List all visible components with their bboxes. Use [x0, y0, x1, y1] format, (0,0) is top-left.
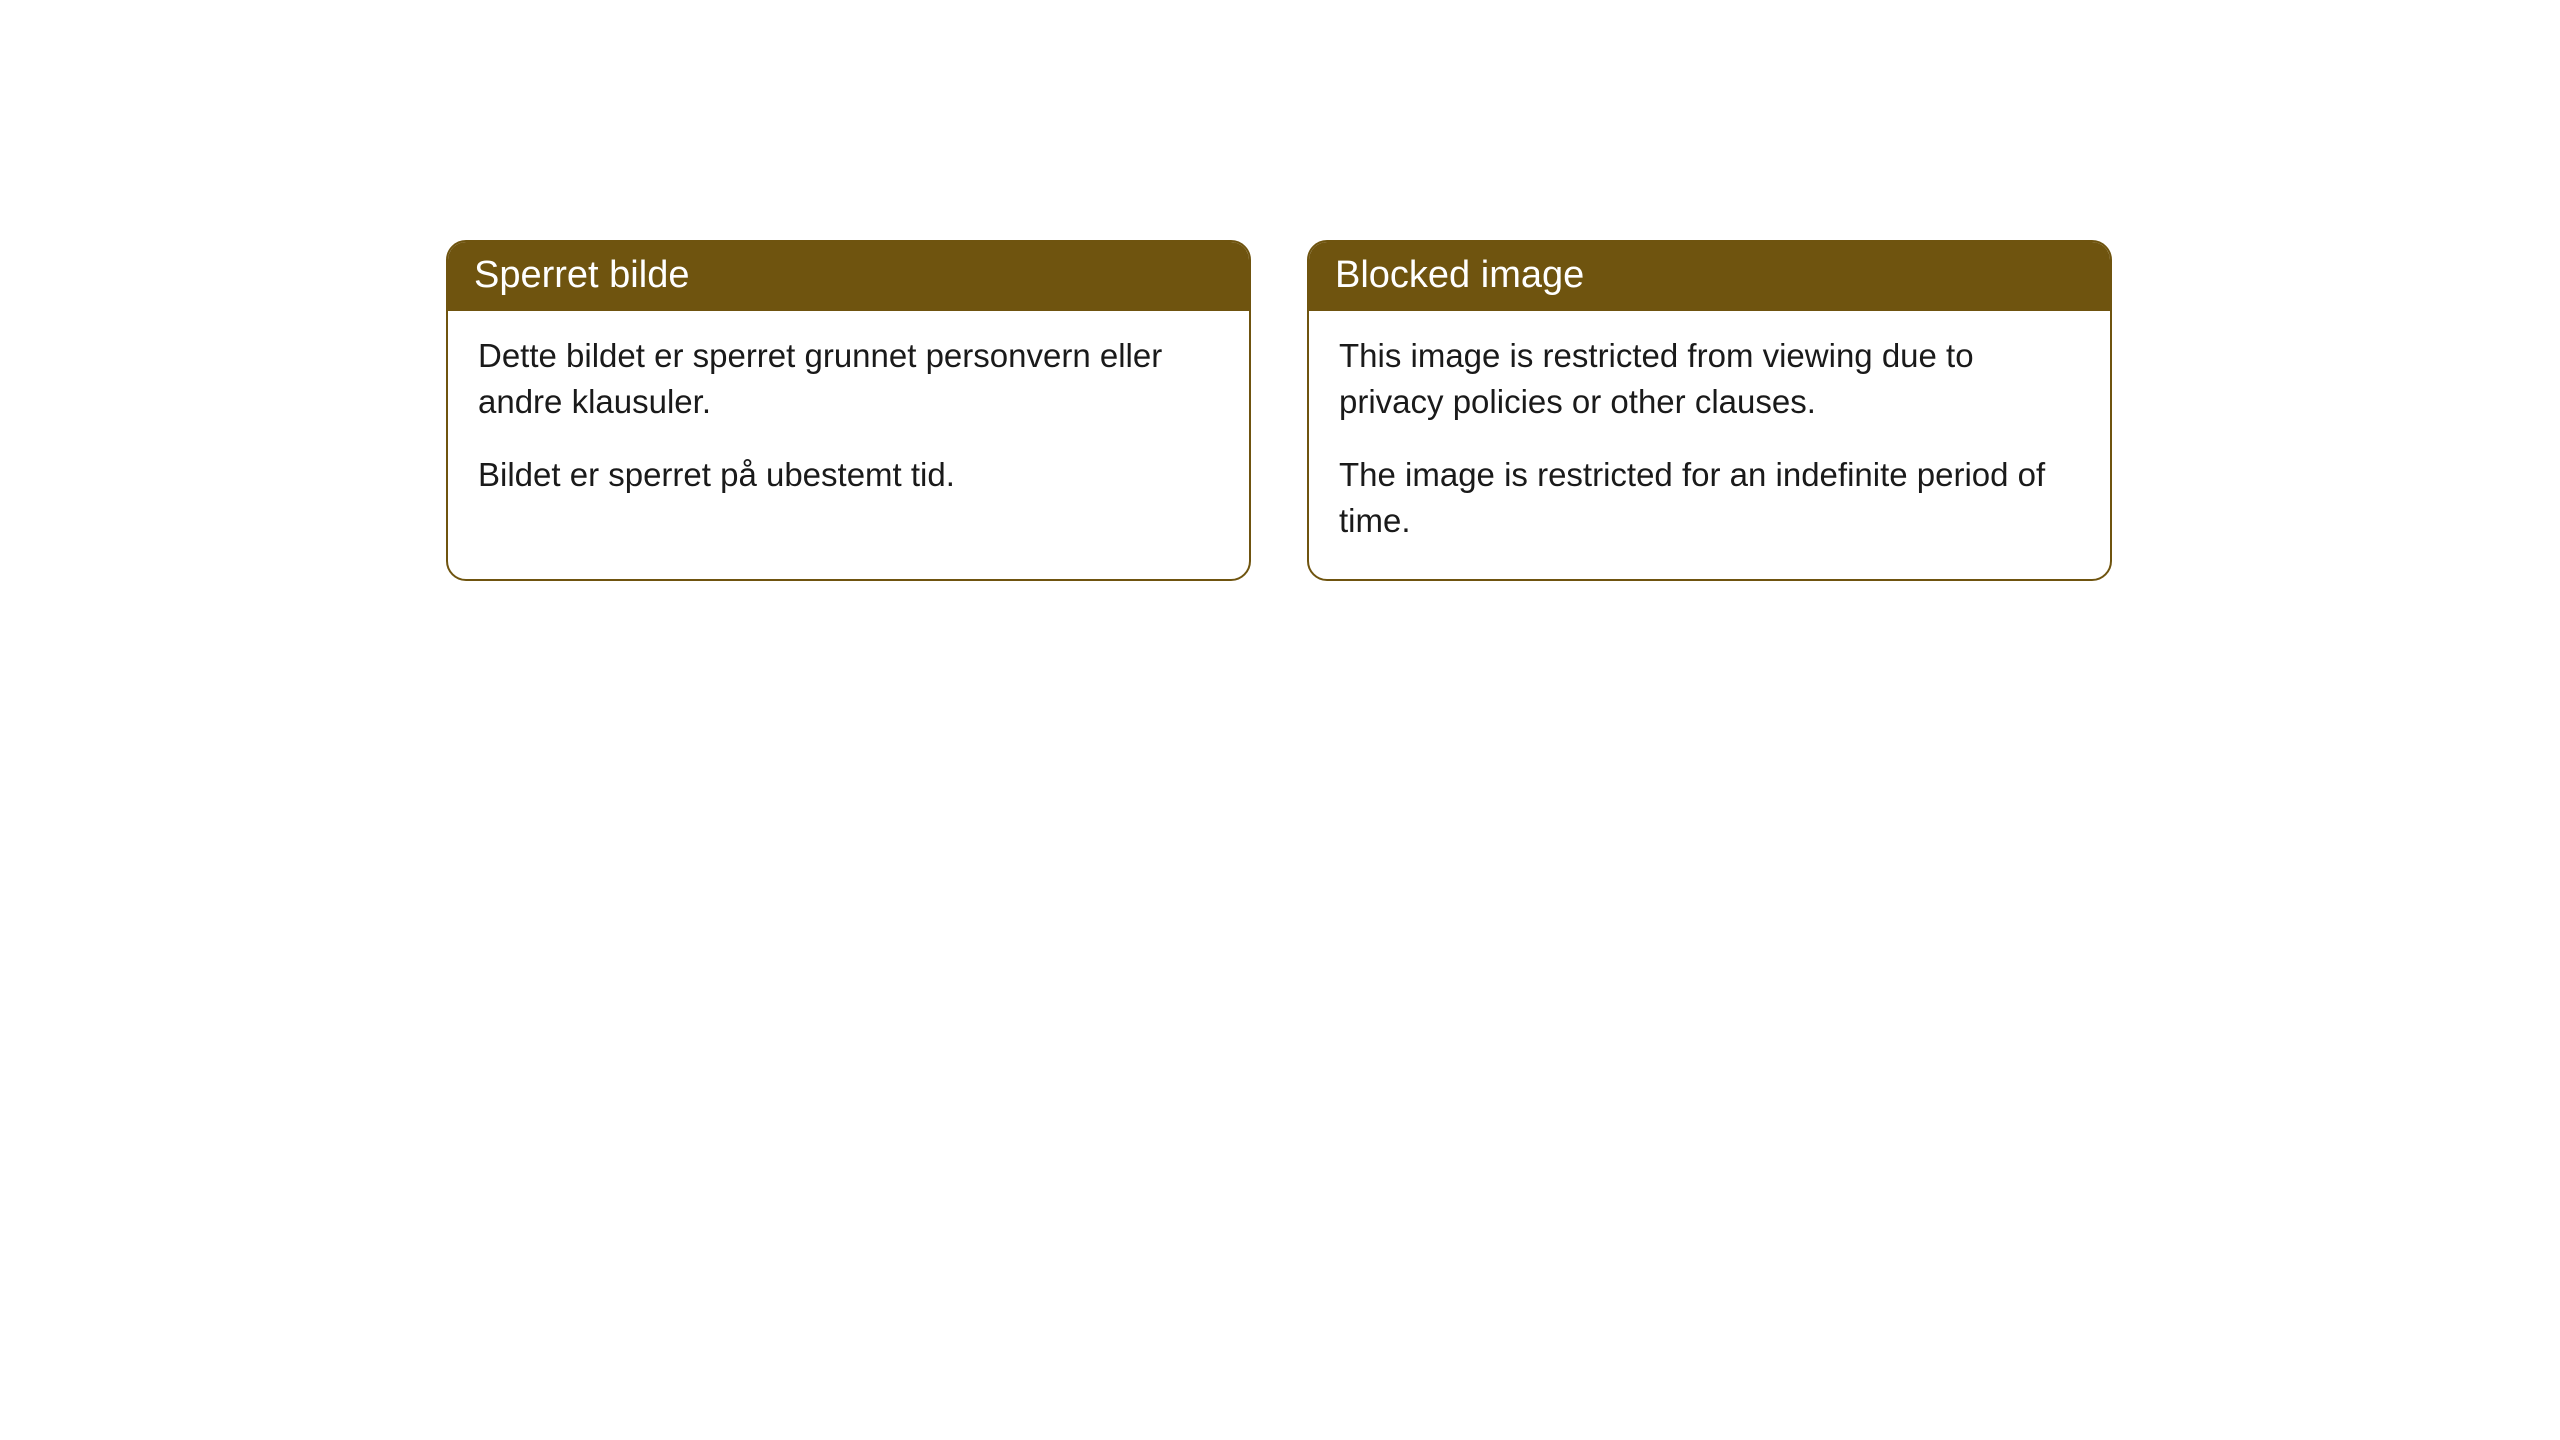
notice-body: This image is restricted from viewing du…: [1309, 311, 2110, 579]
notice-card-norwegian: Sperret bilde Dette bildet er sperret gr…: [446, 240, 1251, 581]
notice-text-line-2: The image is restricted for an indefinit…: [1339, 452, 2079, 543]
notice-text-line-2: Bildet er sperret på ubestemt tid.: [478, 452, 1218, 498]
notice-container: Sperret bilde Dette bildet er sperret gr…: [0, 0, 2560, 581]
notice-card-english: Blocked image This image is restricted f…: [1307, 240, 2112, 581]
notice-header: Blocked image: [1309, 242, 2110, 311]
notice-body: Dette bildet er sperret grunnet personve…: [448, 311, 1249, 534]
notice-text-line-1: This image is restricted from viewing du…: [1339, 333, 2079, 424]
notice-text-line-1: Dette bildet er sperret grunnet personve…: [478, 333, 1218, 424]
notice-header: Sperret bilde: [448, 242, 1249, 311]
